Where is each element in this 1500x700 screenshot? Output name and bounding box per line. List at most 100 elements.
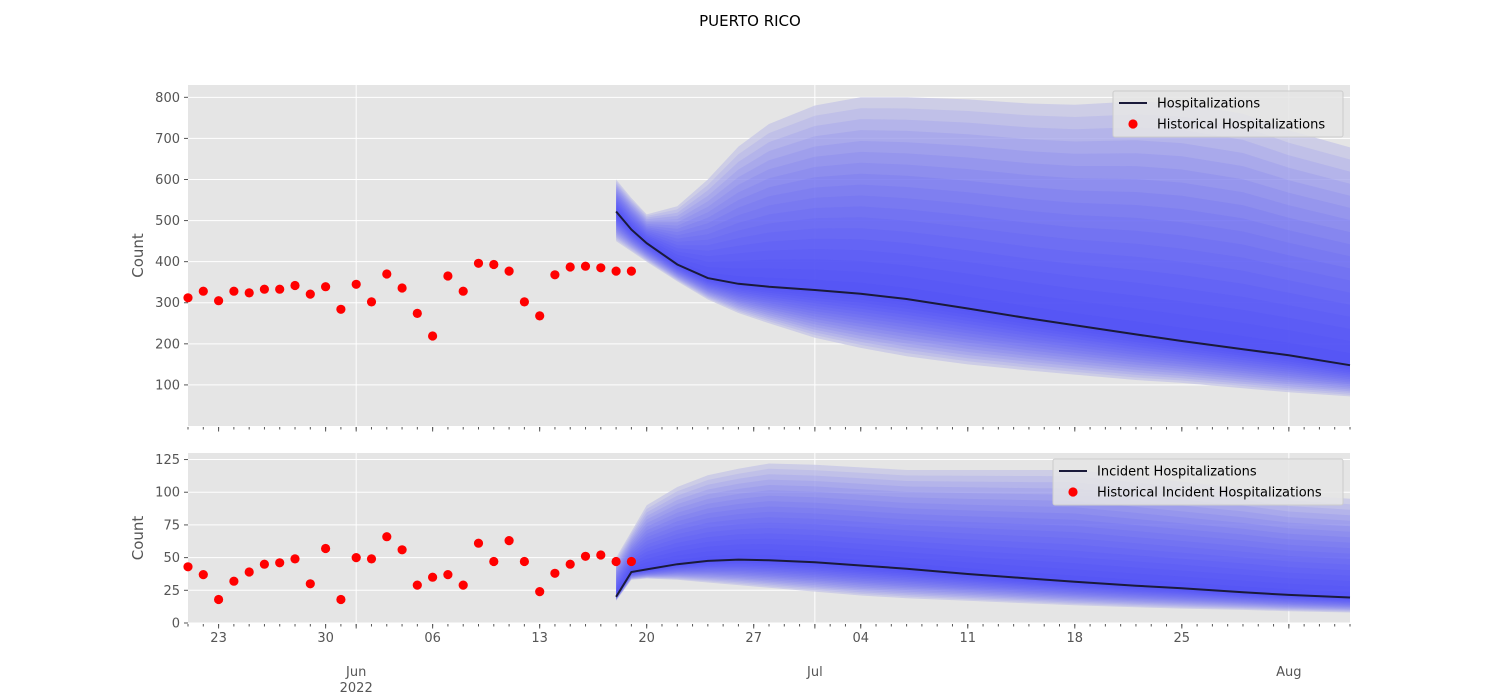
legend-point-swatch bbox=[1128, 119, 1138, 129]
historical-point bbox=[321, 282, 331, 292]
forecast-band bbox=[616, 208, 1350, 369]
legend-label: Hospitalizations bbox=[1157, 97, 1260, 112]
legend-point-swatch bbox=[1068, 487, 1078, 497]
forecast-band bbox=[616, 204, 1350, 373]
hospitalizations-panel: 100 200 300 400 500 600 700 800 Count Hospitaliza… bbox=[129, 85, 1351, 426]
x-month-label: Aug bbox=[1276, 665, 1301, 680]
y-axis-label: Count bbox=[129, 516, 147, 561]
historical-point bbox=[550, 270, 560, 280]
forecast-band bbox=[616, 97, 1350, 397]
forecast-band bbox=[616, 517, 1350, 605]
y-tick-label: 75 bbox=[163, 518, 180, 533]
y-tick-label: 100 bbox=[155, 378, 180, 393]
forecast-band bbox=[616, 130, 1350, 392]
x-day-label: 06 bbox=[424, 631, 441, 646]
historical-point bbox=[412, 308, 422, 318]
historical-point bbox=[336, 594, 346, 605]
historical-point bbox=[229, 576, 239, 586]
forecast-band bbox=[616, 141, 1350, 390]
legend-box bbox=[1112, 90, 1344, 138]
historical-point bbox=[519, 297, 530, 307]
historical-point bbox=[198, 286, 208, 296]
x-day-label: 18 bbox=[1067, 631, 1084, 646]
x-day-label: 04 bbox=[852, 631, 869, 646]
forecast-median-line bbox=[615, 210, 1351, 367]
historical-point bbox=[504, 266, 514, 276]
historical-point bbox=[443, 570, 453, 580]
x-day-label: 25 bbox=[1174, 631, 1191, 646]
historical-point bbox=[535, 311, 545, 321]
forecast-band bbox=[616, 528, 1350, 603]
x-day-label: 11 bbox=[959, 631, 976, 646]
historical-point bbox=[229, 286, 239, 296]
forecast-band bbox=[616, 197, 1350, 380]
y-tick-label: 100 bbox=[155, 486, 180, 501]
forecast-band bbox=[616, 162, 1350, 386]
historical-point bbox=[611, 556, 621, 567]
y-axis-label: Count bbox=[129, 233, 147, 278]
forecast-band bbox=[616, 490, 1350, 609]
historical-point bbox=[580, 261, 591, 271]
historical-point bbox=[290, 280, 300, 291]
historical-point bbox=[565, 559, 575, 569]
forecast-band bbox=[616, 544, 1350, 600]
forecast-band bbox=[616, 511, 1350, 605]
forecast-band bbox=[616, 108, 1350, 395]
historical-point bbox=[198, 570, 208, 580]
historical-point bbox=[244, 288, 254, 298]
historical-point bbox=[336, 304, 346, 314]
forecast-band bbox=[616, 195, 1350, 381]
historical-point bbox=[244, 567, 254, 577]
historical-point bbox=[397, 283, 407, 293]
forecast-band bbox=[616, 202, 1350, 374]
historical-point bbox=[259, 559, 269, 569]
historical-point bbox=[489, 556, 499, 567]
historical-point bbox=[366, 297, 377, 307]
historical-point bbox=[259, 284, 269, 294]
historical-point bbox=[458, 580, 468, 590]
historical-point bbox=[382, 269, 392, 279]
historical-point bbox=[366, 554, 377, 564]
historical-point bbox=[412, 580, 422, 590]
x-month-label: Jun bbox=[345, 665, 366, 680]
historical-point bbox=[183, 293, 193, 303]
y-tick-label: 800 bbox=[155, 91, 180, 106]
legend-label: Historical Hospitalizations bbox=[1157, 118, 1325, 133]
forecast-band bbox=[616, 522, 1350, 604]
x-month-label: Jul bbox=[806, 665, 823, 680]
historical-point bbox=[596, 263, 606, 273]
historical-point bbox=[550, 568, 560, 578]
historical-point bbox=[351, 279, 361, 289]
forecast-band bbox=[616, 501, 1350, 607]
historical-point bbox=[290, 554, 300, 564]
historical-point bbox=[473, 538, 484, 548]
forecast-band bbox=[616, 200, 1350, 376]
historical-point bbox=[504, 536, 514, 546]
y-tick-label: 0 bbox=[172, 617, 180, 632]
forecast-band bbox=[616, 209, 1350, 367]
historical-point bbox=[321, 543, 331, 554]
historical-point bbox=[626, 266, 637, 276]
legend-label: Historical Incident Hospitalizations bbox=[1097, 486, 1322, 501]
historical-point bbox=[428, 572, 438, 582]
y-tick-label: 200 bbox=[155, 337, 180, 352]
y-tick-label: 700 bbox=[155, 132, 180, 147]
y-tick-label: 300 bbox=[155, 296, 180, 311]
historical-point bbox=[473, 258, 484, 268]
historical-point bbox=[443, 271, 453, 281]
historical-point bbox=[305, 289, 315, 299]
forecast-band bbox=[616, 199, 1350, 378]
y-tick-label: 600 bbox=[155, 173, 180, 188]
forecast-band bbox=[616, 538, 1350, 601]
historical-point bbox=[382, 532, 392, 542]
y-tick-label: 400 bbox=[155, 255, 180, 270]
forecast-median-line bbox=[615, 558, 1351, 599]
forecast-band bbox=[616, 485, 1350, 610]
forecast-band bbox=[616, 119, 1350, 393]
x-day-label: 13 bbox=[531, 631, 548, 646]
historical-point bbox=[183, 562, 193, 572]
x-day-label: 20 bbox=[638, 631, 655, 646]
historical-point bbox=[214, 296, 224, 306]
y-tick-label: 50 bbox=[163, 551, 180, 566]
